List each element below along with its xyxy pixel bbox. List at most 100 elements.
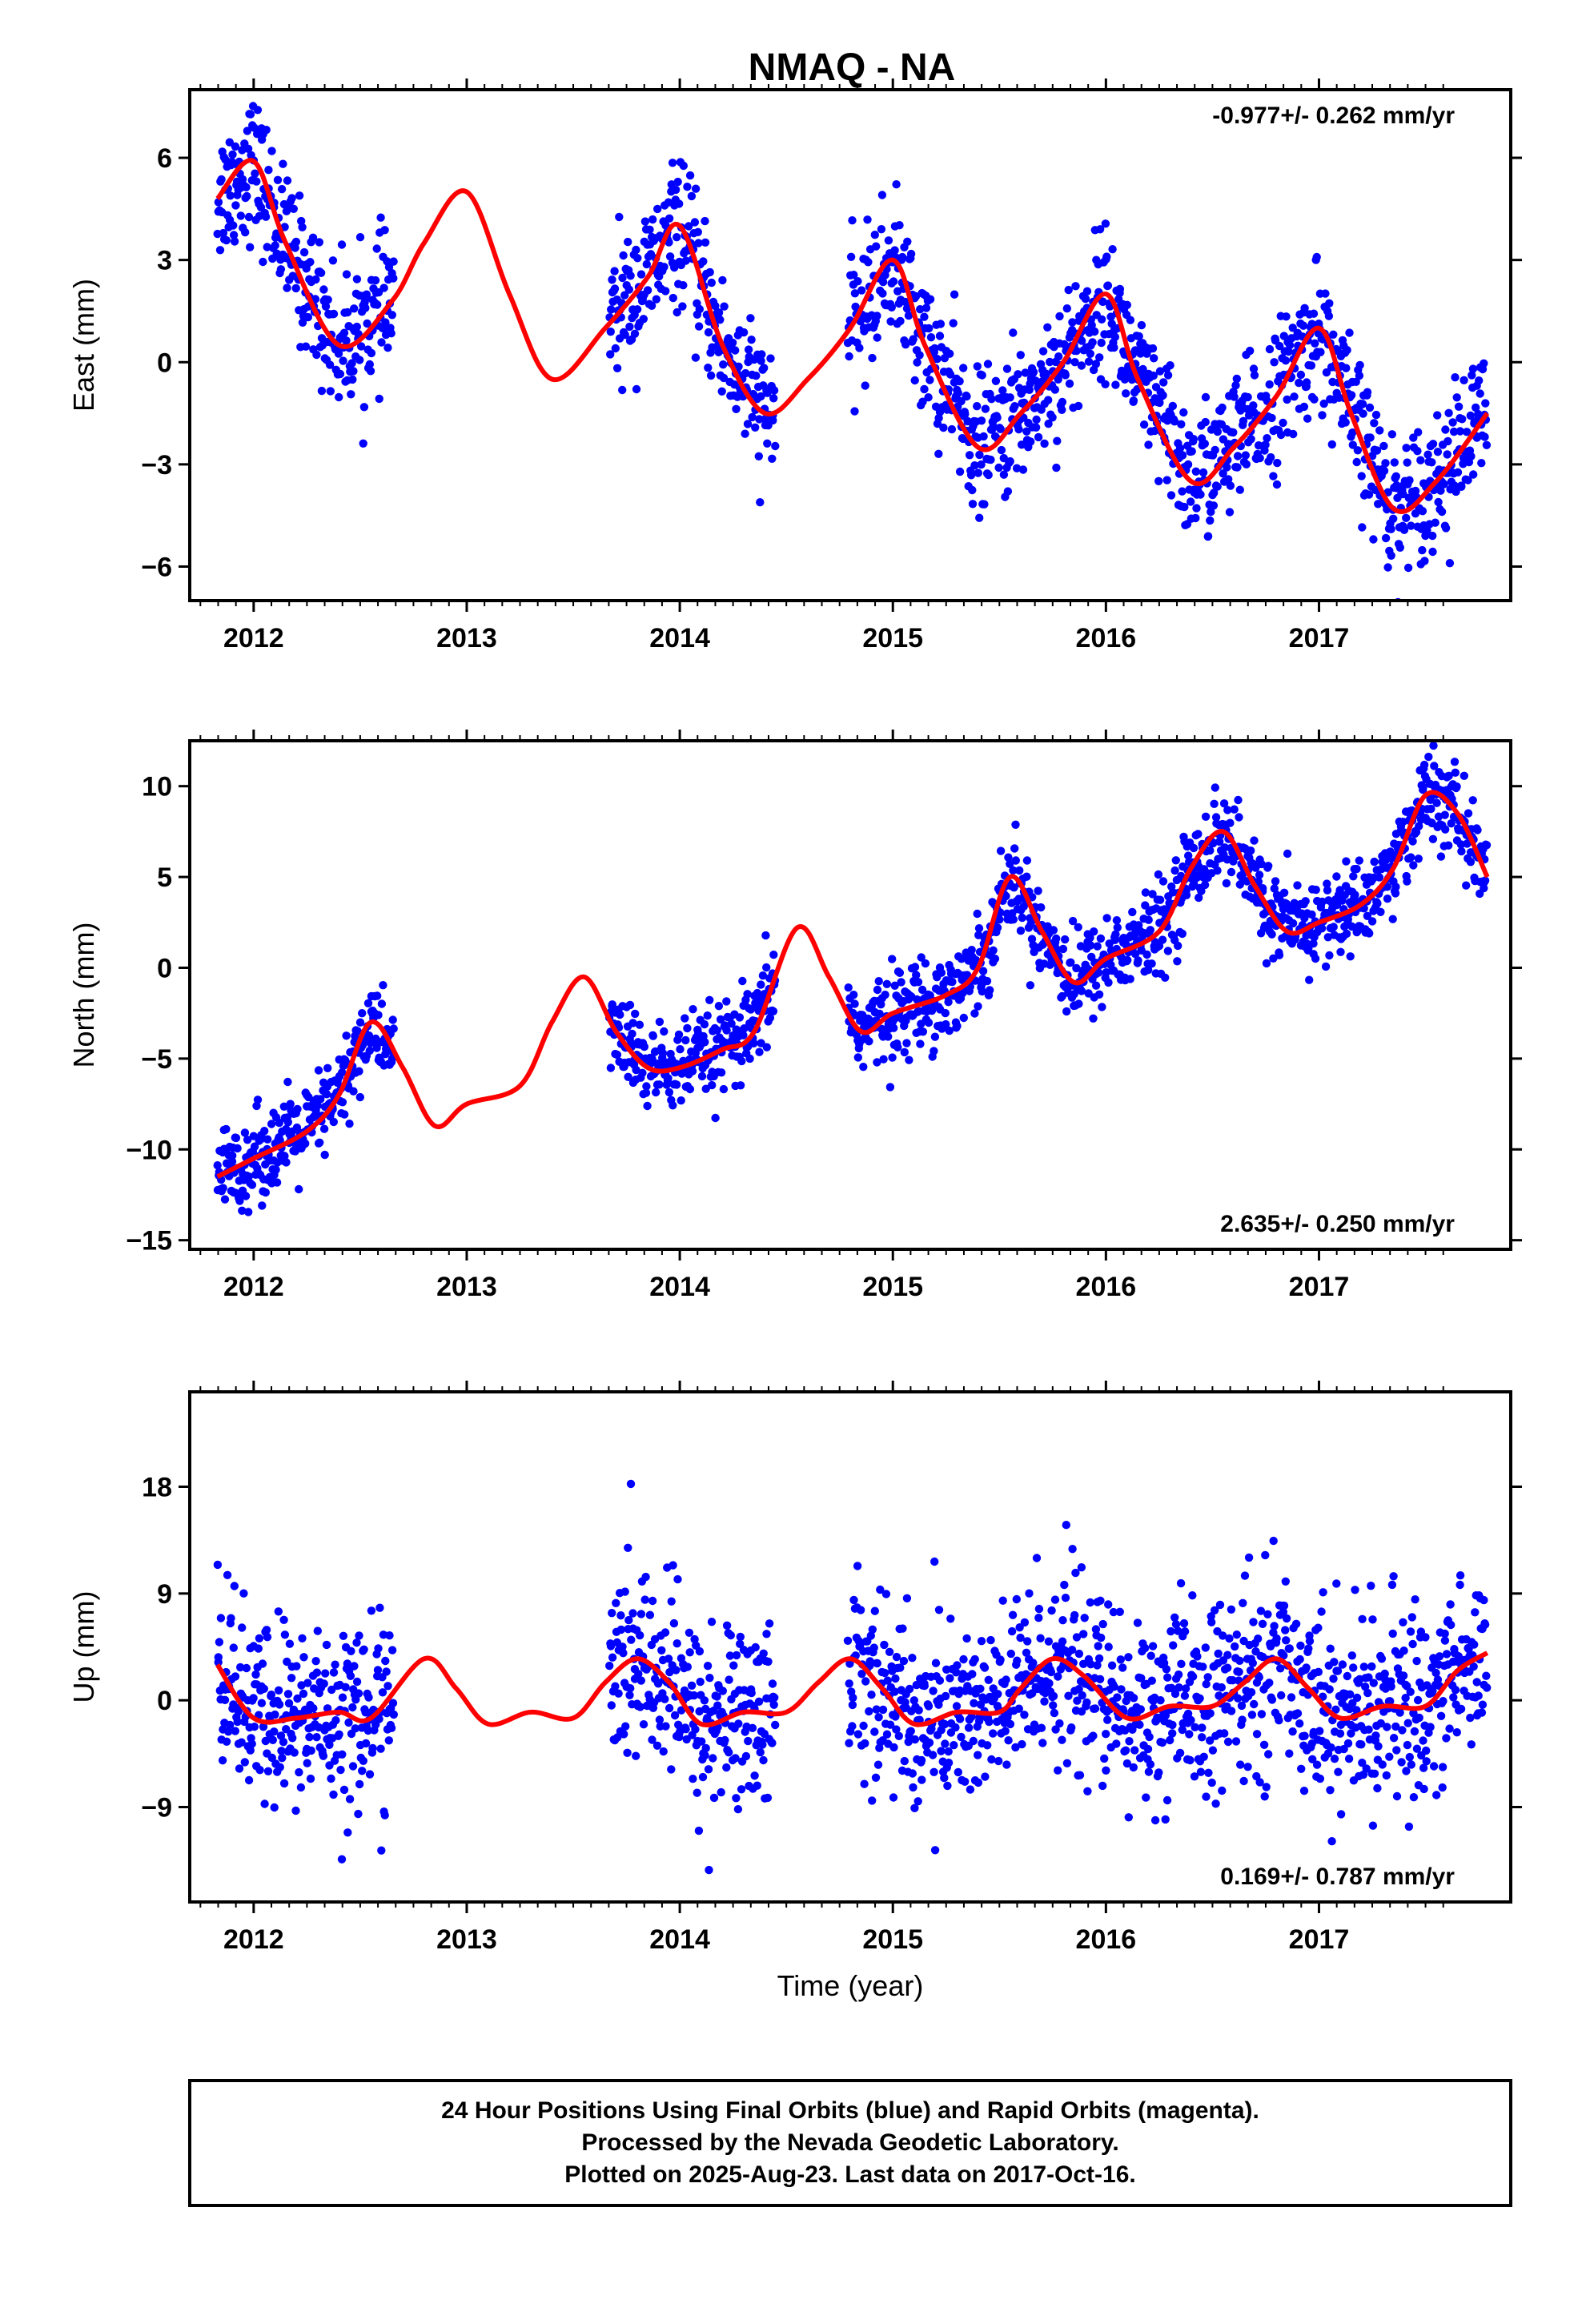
up-data-point [1023, 1637, 1032, 1646]
up-data-point [976, 1684, 985, 1693]
up-data-point [1467, 1740, 1476, 1749]
north-data-point [267, 1120, 276, 1128]
up-data-point [1013, 1656, 1022, 1665]
east-data-point [1387, 525, 1395, 533]
up-data-point [1422, 1757, 1431, 1766]
north-data-point [241, 1192, 251, 1200]
east-data-point [1327, 440, 1337, 449]
east-data-point [1087, 320, 1096, 330]
north-data-point [1283, 849, 1292, 858]
north-data-point [703, 1011, 712, 1020]
up-data-point [882, 1730, 892, 1739]
up-data-point [1405, 1752, 1415, 1762]
east-data-point [1353, 446, 1363, 455]
up-data-point [1049, 1701, 1058, 1710]
up-data-point [853, 1562, 862, 1570]
up-data-point [957, 1732, 966, 1742]
up-data-point [335, 1730, 343, 1739]
east-data-point [994, 463, 1003, 472]
north-data-point [753, 988, 762, 998]
up-data-point [1319, 1588, 1327, 1597]
east-data-point [229, 221, 238, 230]
east-data-point [1267, 413, 1276, 423]
east-data-point [752, 372, 761, 380]
up-data-point [968, 1670, 977, 1679]
east-data-point [1443, 450, 1452, 459]
north-data-point [320, 1150, 329, 1160]
north-data-point [1234, 795, 1243, 805]
east-data-point [1071, 282, 1080, 291]
east-frame [188, 88, 1512, 602]
north-data-point [364, 1031, 374, 1040]
east-data-point [1468, 371, 1476, 380]
north-data-point [708, 1080, 717, 1090]
north-data-point [260, 1127, 269, 1136]
east-data-point [1043, 323, 1052, 332]
east-data-point [1281, 356, 1291, 365]
up-data-point [1079, 1630, 1088, 1638]
up-data-point [685, 1648, 694, 1657]
up-data-point [845, 1679, 853, 1688]
east-data-point [1348, 428, 1357, 437]
east-data-point [913, 358, 921, 367]
north-data-point [1142, 950, 1151, 959]
up-data-point [1227, 1707, 1236, 1715]
east-data-point [1090, 327, 1099, 336]
north-data-point [1220, 843, 1230, 852]
up-data-point [1276, 1664, 1285, 1673]
east-data-point [1239, 416, 1248, 425]
up-data-point [283, 1657, 291, 1667]
north-data-point [1424, 752, 1433, 762]
east-data-point [1399, 525, 1409, 534]
east-data-point [1095, 225, 1105, 234]
up-data-point [1344, 1755, 1354, 1763]
east-data-point [645, 225, 654, 234]
east-data-point [1403, 458, 1411, 467]
up-data-point [881, 1590, 891, 1598]
east-data-point [1061, 371, 1070, 380]
east-data-point [319, 285, 328, 294]
east-data-point [1074, 401, 1083, 411]
east-data-point [606, 328, 615, 336]
up-data-point [657, 1646, 666, 1655]
north-data-point [213, 1161, 222, 1170]
east-data-point [1391, 472, 1401, 480]
east-data-point [1026, 437, 1035, 446]
north-data-point [1072, 963, 1081, 973]
up-data-point [1107, 1661, 1117, 1670]
up-points [213, 1479, 1492, 1875]
up-data-point [748, 1723, 757, 1732]
east-data-point [771, 441, 780, 451]
north-x-tick-label: 2013 [436, 1272, 497, 1302]
up-data-point [1179, 1618, 1189, 1628]
north-data-point [959, 1013, 969, 1023]
up-data-point [906, 1727, 915, 1735]
east-data-point [241, 227, 250, 237]
up-data-point [231, 1727, 239, 1735]
up-data-point [645, 1610, 655, 1619]
north-data-point [1211, 783, 1220, 792]
east-data-point [1126, 316, 1135, 324]
north-data-point [1342, 929, 1351, 939]
east-data-point [267, 147, 276, 155]
up-x-tick-label: 2014 [649, 1924, 710, 1955]
east-data-point [610, 267, 619, 275]
up-data-point [1362, 1764, 1371, 1773]
east-data-point [347, 390, 355, 399]
up-data-point [1174, 1670, 1183, 1679]
east-data-point [1316, 348, 1325, 356]
north-data-point [628, 1019, 637, 1027]
up-data-point [1008, 1610, 1018, 1619]
north-data-point [286, 1100, 295, 1108]
up-data-point [940, 1773, 949, 1783]
north-data-point [1262, 959, 1271, 968]
east-data-point [1201, 417, 1210, 427]
east-data-point [242, 183, 251, 191]
up-y-tick-label: 18 [142, 1473, 172, 1503]
north-data-point [1325, 951, 1334, 960]
up-data-point [1025, 1589, 1034, 1598]
north-data-point [993, 923, 1002, 932]
up-data-point [1474, 1691, 1483, 1700]
east-data-point [1139, 420, 1149, 429]
east-data-point [1203, 532, 1213, 541]
